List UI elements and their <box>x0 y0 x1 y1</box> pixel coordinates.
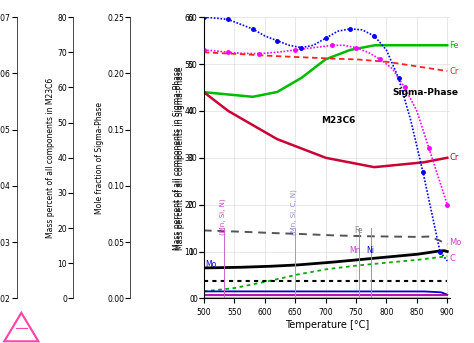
Text: C: C <box>449 254 455 263</box>
Text: Fe: Fe <box>449 41 459 50</box>
Text: Cr: Cr <box>449 67 458 75</box>
Text: Mo: Mo <box>449 238 462 247</box>
Text: Ni: Ni <box>366 246 374 255</box>
Y-axis label: Mass percent of all components in Sigma-Phase: Mass percent of all components in Sigma-… <box>173 66 182 249</box>
Text: Mo: Mo <box>205 260 216 269</box>
Text: Mn: Mn <box>349 246 361 255</box>
Y-axis label: Mass percent of all components in Sigma-Phase: Mass percent of all components in Sigma-… <box>176 66 185 249</box>
X-axis label: Temperature [°C]: Temperature [°C] <box>285 320 369 330</box>
Text: M23C6: M23C6 <box>321 116 356 125</box>
Text: Sigma-Phase: Sigma-Phase <box>392 88 458 97</box>
Text: (Mn, Si, C, N): (Mn, Si, C, N) <box>291 189 297 235</box>
Text: Cr: Cr <box>449 153 458 162</box>
Text: Fe: Fe <box>355 226 364 235</box>
Text: (Mn, Si, N): (Mn, Si, N) <box>219 199 226 235</box>
Y-axis label: Mass percent of all components in M23C6: Mass percent of all components in M23C6 <box>46 78 55 238</box>
Y-axis label: Mole fraction of Sigma-Phase: Mole fraction of Sigma-Phase <box>95 102 104 214</box>
